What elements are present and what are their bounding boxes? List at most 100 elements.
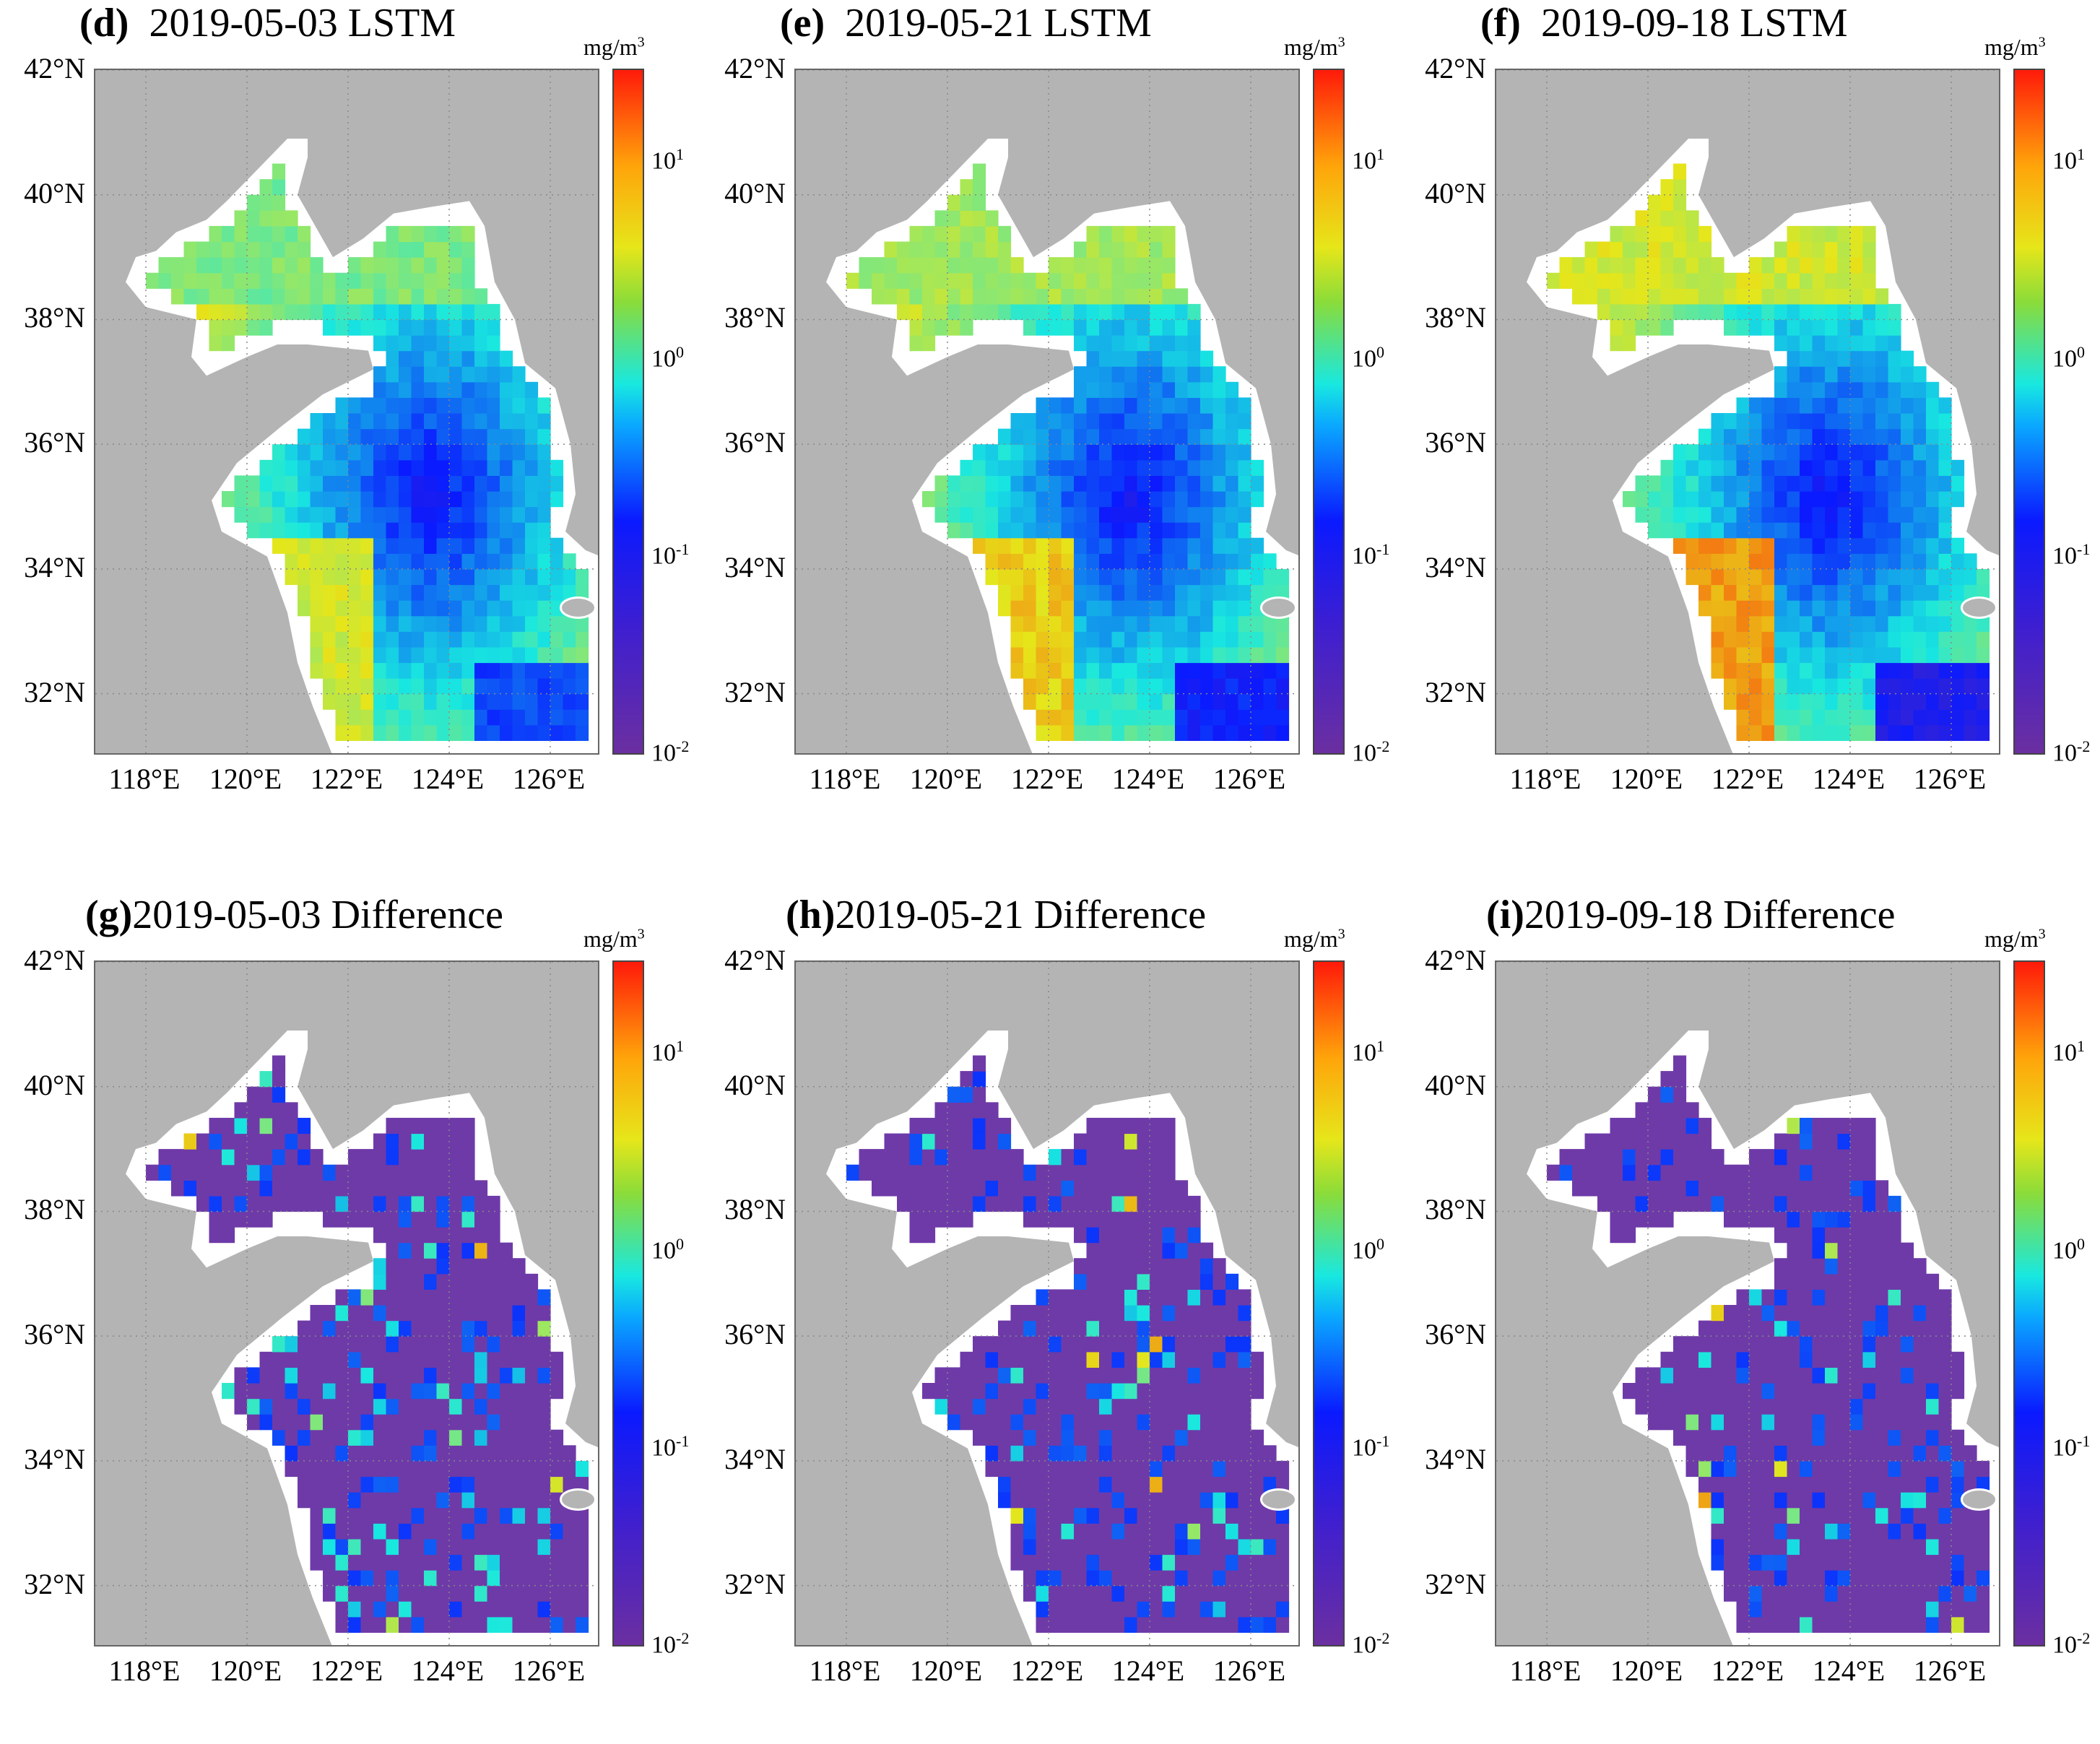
- lon-tick-label: 120°E: [1610, 763, 1683, 795]
- grid-cell: [1787, 272, 1800, 289]
- grid-cell: [973, 459, 986, 476]
- jeju-island: [560, 596, 596, 619]
- grid-cell: [461, 303, 475, 321]
- colorbar-tick-exp: 0: [2077, 342, 2085, 361]
- grid-cell: [1724, 1195, 1737, 1212]
- grid-cell: [1111, 1398, 1125, 1415]
- grid-cell: [487, 615, 500, 632]
- grid-cell: [1124, 491, 1138, 508]
- grid-cell: [386, 1585, 399, 1602]
- grid-cell: [1049, 506, 1062, 523]
- grid-cell: [1086, 678, 1100, 695]
- grid-cell: [1875, 1320, 1889, 1337]
- grid-cell: [960, 522, 973, 539]
- grid-cell: [1736, 553, 1750, 570]
- grid-cell: [1698, 288, 1712, 305]
- grid-cell: [525, 631, 539, 648]
- grid-cell: [373, 491, 387, 508]
- grid-cell: [234, 1398, 248, 1415]
- grid-cell: [1074, 1398, 1088, 1415]
- grid-cell: [360, 475, 374, 492]
- grid-cell: [1238, 413, 1251, 430]
- grid-cell: [1964, 631, 1977, 648]
- grid-cell: [1673, 303, 1687, 321]
- grid-cell: [550, 491, 564, 508]
- grid-cell: [985, 1117, 999, 1135]
- grid-cell: [1175, 444, 1189, 461]
- grid-cell: [947, 1180, 961, 1197]
- grid-cell: [1099, 475, 1113, 492]
- grid-cell: [1225, 600, 1239, 617]
- grid-cells: [846, 163, 1290, 741]
- grid-cell: [474, 1492, 488, 1509]
- grid-cell: [323, 693, 337, 710]
- grid-cell: [272, 1071, 286, 1088]
- grid-cell: [1850, 1336, 1864, 1353]
- map-area: [794, 69, 1300, 755]
- grid-cell: [1074, 413, 1088, 430]
- grid-cell: [512, 1258, 526, 1275]
- grid-cell: [436, 631, 450, 648]
- grid-cell: [1036, 1507, 1049, 1524]
- grid-cell: [1913, 444, 1927, 461]
- grid-cell: [360, 413, 374, 430]
- grid-cell: [1225, 1305, 1239, 1322]
- grid-cell: [1225, 381, 1239, 398]
- grid-cell: [436, 288, 450, 305]
- grid-cell: [1901, 1429, 1914, 1446]
- grid-cell: [285, 303, 298, 321]
- grid-cell: [1263, 1601, 1277, 1618]
- grid-cell: [960, 319, 973, 336]
- grid-cell: [1761, 646, 1775, 664]
- grid-cell: [1099, 1460, 1113, 1478]
- grid-cell: [461, 1554, 475, 1571]
- grid-cell: [399, 366, 412, 383]
- grid-cell: [973, 1133, 986, 1150]
- grid-cell: [1251, 1460, 1264, 1478]
- grid-cell: [960, 225, 973, 243]
- grid-cell: [1137, 522, 1150, 539]
- grid-cell: [487, 413, 500, 430]
- grid-cell: [449, 522, 463, 539]
- grid-cell: [1150, 584, 1163, 601]
- grid-cell: [1212, 553, 1226, 570]
- grid-cell: [1862, 1601, 1876, 1618]
- grid-cell: [1926, 1305, 1940, 1322]
- grid-cell: [411, 1585, 425, 1602]
- grid-cell: [436, 724, 450, 741]
- grid-cell: [1049, 288, 1062, 305]
- grid-cell: [1736, 397, 1750, 414]
- grid-cell: [1812, 1492, 1826, 1509]
- grid-cell: [373, 631, 387, 648]
- grid-cell: [1913, 1336, 1927, 1353]
- grid-cell: [897, 241, 911, 258]
- grid-cell: [1888, 1336, 1901, 1353]
- grid-cell: [1698, 1164, 1712, 1181]
- grid-cell: [909, 1149, 923, 1166]
- grid-cell: [1162, 381, 1176, 398]
- grid-cell: [1926, 537, 1940, 554]
- grid-cell: [1850, 1570, 1864, 1587]
- grid-cell: [1263, 1476, 1277, 1493]
- grid-cell: [1225, 584, 1239, 601]
- grid-cell: [1623, 319, 1636, 336]
- grid-cell: [1099, 724, 1113, 741]
- grid-cell: [259, 1071, 273, 1088]
- grid-cell: [1888, 303, 1901, 321]
- grid-cell: [1023, 1585, 1037, 1602]
- grid-cell: [1825, 1601, 1839, 1618]
- grid-cell: [1660, 1071, 1674, 1088]
- grid-cell: [209, 257, 222, 274]
- grid-cell: [537, 397, 551, 414]
- grid-cell: [399, 1180, 412, 1197]
- grid-cell: [1761, 428, 1775, 445]
- grid-cell: [298, 288, 311, 305]
- grid-cell: [209, 1227, 222, 1244]
- grid-cell: [1774, 1445, 1788, 1462]
- grid-cell: [1111, 1195, 1125, 1212]
- grid-cell: [1187, 600, 1201, 617]
- grid-cell: [449, 631, 463, 648]
- grid-cell: [1036, 1616, 1049, 1633]
- grid-cell: [1749, 1383, 1763, 1400]
- grid-cell: [998, 1180, 1012, 1197]
